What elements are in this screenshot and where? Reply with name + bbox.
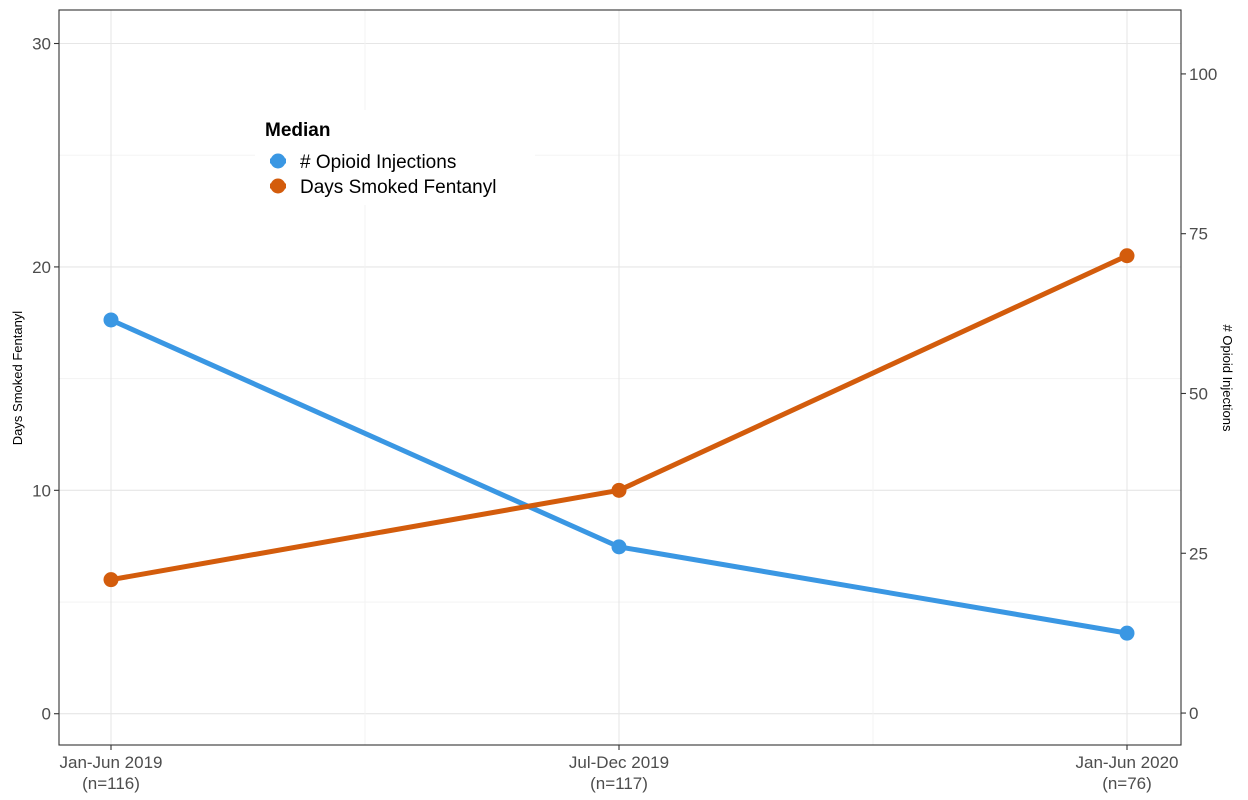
legend-key-dot: [270, 178, 286, 194]
right-tick-label: 75: [1189, 225, 1208, 244]
right-tick-label: 25: [1189, 544, 1208, 563]
legend-label: # Opioid Injections: [300, 152, 456, 173]
legend-background: [255, 110, 535, 205]
x-tick-label: Jan-Jun 2020 (n=76): [1075, 753, 1178, 793]
legend-key: # Opioid Injections: [270, 152, 456, 173]
right-tick-label: 0: [1189, 704, 1198, 723]
left-tick-label: 20: [32, 258, 51, 277]
plot-panel-border: [58, 9, 1182, 746]
x-tick-label: Jan-Jun 2019 (n=116): [59, 753, 162, 793]
x-tick-label: Jul-Dec 2019 (n=117): [569, 753, 669, 793]
data-point: [103, 572, 119, 588]
left-tick-label: 10: [32, 481, 51, 500]
right-axis: 0 25 50 75 100: [1181, 65, 1217, 723]
data-point: [1119, 248, 1135, 264]
legend-key: Days Smoked Fentanyl: [270, 177, 496, 198]
x-axis: Jan-Jun 2019 (n=116) Jul-Dec 2019 (n=117) Ja…: [59, 745, 1179, 793]
right-tick-label: 100: [1189, 65, 1217, 84]
left-tick-label: 30: [32, 35, 51, 54]
series-opioid-injections: [103, 312, 1135, 641]
right-tick-label: 50: [1189, 384, 1208, 403]
legend: Median # Opioid Injections Days Smoked Fe…: [255, 110, 535, 205]
legend-key-dot: [270, 153, 286, 169]
data-point: [1119, 625, 1135, 641]
data-point: [611, 539, 627, 555]
data-point: [103, 312, 119, 328]
legend-label: Days Smoked Fentanyl: [300, 177, 496, 198]
data-point: [611, 482, 627, 498]
series-days-smoked-fentanyl: [103, 248, 1135, 588]
left-axis: 0 10 20 30: [32, 35, 59, 724]
left-tick-label: 0: [42, 705, 51, 724]
right-axis-title: # Opioid Injections: [1220, 325, 1235, 432]
legend-title: Median: [265, 120, 330, 141]
grid-lines: [59, 10, 1181, 745]
data-series: [103, 248, 1135, 641]
left-axis-title: Days Smoked Fentanyl: [10, 311, 25, 446]
